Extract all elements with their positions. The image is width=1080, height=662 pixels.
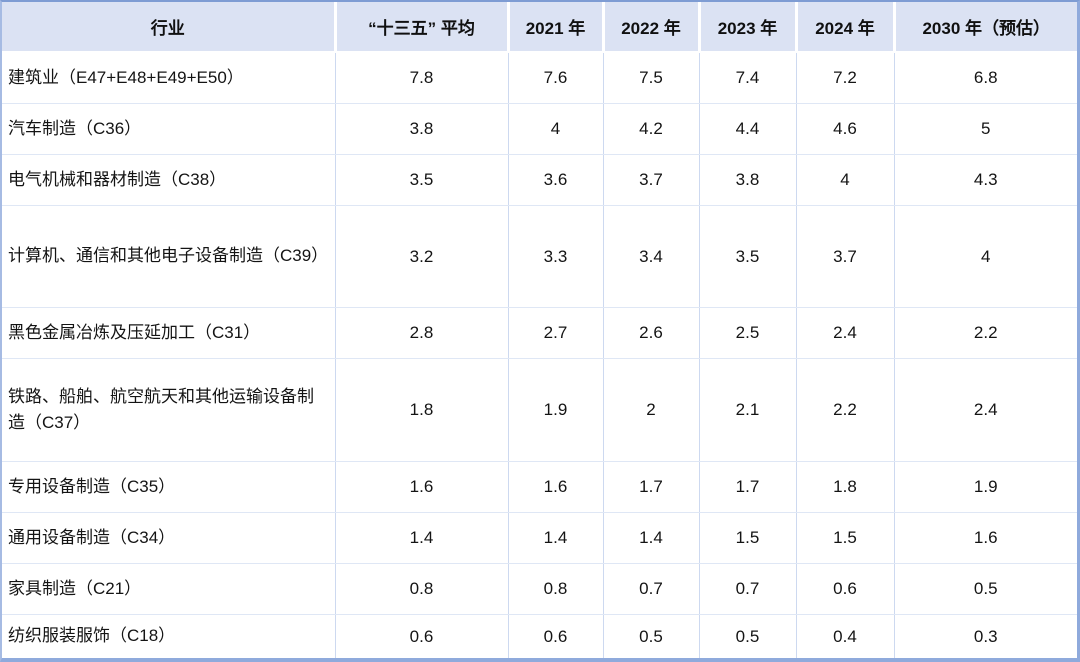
value-cell: 0.7 — [698, 563, 796, 616]
value-cell: 0.3 — [893, 614, 1077, 658]
value-cell: 1.7 — [602, 461, 699, 513]
column-header-2024: 2024 年 — [794, 2, 894, 53]
value-cell: 1.7 — [698, 461, 796, 513]
value-cell: 4.4 — [698, 103, 796, 155]
value-cell: 0.4 — [795, 614, 894, 658]
industry-label: 黑色金属冶炼及压延加工（C31） — [2, 307, 335, 360]
value-cell: 7.2 — [795, 52, 894, 104]
value-cell: 3.3 — [507, 205, 603, 309]
value-cell: 1.4 — [602, 512, 699, 565]
industry-label: 计算机、通信和其他电子设备制造（C39） — [2, 205, 335, 309]
value-cell: 2.4 — [795, 307, 894, 360]
value-cell: 1.6 — [507, 461, 603, 513]
value-cell: 1.4 — [334, 512, 508, 565]
industry-label: 建筑业（E47+E48+E49+E50） — [2, 52, 335, 104]
value-cell: 2.8 — [334, 307, 508, 360]
value-cell: 5 — [893, 103, 1077, 155]
value-cell: 6.8 — [893, 52, 1077, 104]
header-row: 行业 “十三五” 平均 2021 年 2022 年 2023 年 2024 年 … — [2, 2, 1077, 53]
value-cell: 2 — [602, 358, 699, 462]
column-header-industry: 行业 — [2, 2, 335, 53]
value-cell: 3.8 — [698, 154, 796, 206]
value-cell: 3.2 — [334, 205, 508, 309]
value-cell: 1.6 — [893, 512, 1077, 565]
value-cell: 3.6 — [507, 154, 603, 206]
value-cell: 0.7 — [602, 563, 699, 616]
value-cell: 1.5 — [698, 512, 796, 565]
value-cell: 3.8 — [334, 103, 508, 155]
value-cell: 3.4 — [602, 205, 699, 309]
table-row: 铁路、船舶、航空航天和其他运输设备制造（C37） 1.8 1.9 2 2.1 2… — [2, 358, 1077, 462]
value-cell: 7.8 — [334, 52, 508, 104]
value-cell: 2.7 — [507, 307, 603, 360]
value-cell: 0.6 — [334, 614, 508, 658]
value-cell: 7.5 — [602, 52, 699, 104]
table-row: 黑色金属冶炼及压延加工（C31） 2.8 2.7 2.6 2.5 2.4 2.2 — [2, 307, 1077, 360]
value-cell: 4 — [795, 154, 894, 206]
value-cell: 2.2 — [795, 358, 894, 462]
value-cell: 3.7 — [795, 205, 894, 309]
column-header-2021: 2021 年 — [506, 2, 603, 53]
value-cell: 4.3 — [893, 154, 1077, 206]
industry-label: 家具制造（C21） — [2, 563, 335, 616]
column-header-13th-fyp-average: “十三五” 平均 — [333, 2, 508, 53]
industry-label: 纺织服装服饰（C18） — [2, 614, 335, 658]
value-cell: 0.6 — [507, 614, 603, 658]
value-cell: 0.5 — [698, 614, 796, 658]
value-cell: 3.7 — [602, 154, 699, 206]
value-cell: 0.8 — [507, 563, 603, 616]
table-row: 建筑业（E47+E48+E49+E50） 7.8 7.6 7.5 7.4 7.2… — [2, 52, 1077, 104]
value-cell: 2.2 — [893, 307, 1077, 360]
value-cell: 2.4 — [893, 358, 1077, 462]
value-cell: 2.6 — [602, 307, 699, 360]
value-cell: 2.1 — [698, 358, 796, 462]
value-cell: 1.5 — [795, 512, 894, 565]
value-cell: 0.5 — [602, 614, 699, 658]
industry-label: 专用设备制造（C35） — [2, 461, 335, 513]
value-cell: 1.9 — [507, 358, 603, 462]
value-cell: 1.6 — [334, 461, 508, 513]
table-row: 专用设备制造（C35） 1.6 1.6 1.7 1.7 1.8 1.9 — [2, 461, 1077, 513]
value-cell: 1.9 — [893, 461, 1077, 513]
table-row: 汽车制造（C36） 3.8 4 4.2 4.4 4.6 5 — [2, 103, 1077, 155]
value-cell: 0.5 — [893, 563, 1077, 616]
value-cell: 4 — [893, 205, 1077, 309]
industry-label: 电气机械和器材制造（C38） — [2, 154, 335, 206]
value-cell: 1.8 — [795, 461, 894, 513]
value-cell: 1.4 — [507, 512, 603, 565]
table-row: 计算机、通信和其他电子设备制造（C39） 3.2 3.3 3.4 3.5 3.7… — [2, 205, 1077, 309]
industry-label: 通用设备制造（C34） — [2, 512, 335, 565]
value-cell: 0.8 — [334, 563, 508, 616]
value-cell: 0.6 — [795, 563, 894, 616]
value-cell: 3.5 — [698, 205, 796, 309]
industry-label: 铁路、船舶、航空航天和其他运输设备制造（C37） — [2, 358, 335, 462]
table-row: 家具制造（C21） 0.8 0.8 0.7 0.7 0.6 0.5 — [2, 563, 1077, 616]
table-row: 电气机械和器材制造（C38） 3.5 3.6 3.7 3.8 4 4.3 — [2, 154, 1077, 206]
column-header-2023: 2023 年 — [697, 2, 796, 53]
table-row: 纺织服装服饰（C18） 0.6 0.6 0.5 0.5 0.4 0.3 — [2, 614, 1077, 658]
value-cell: 4 — [507, 103, 603, 155]
value-cell: 7.4 — [698, 52, 796, 104]
value-cell: 3.5 — [334, 154, 508, 206]
value-cell: 4.6 — [795, 103, 894, 155]
column-header-2030-forecast: 2030 年（预估） — [892, 2, 1077, 53]
table-row: 通用设备制造（C34） 1.4 1.4 1.4 1.5 1.5 1.6 — [2, 512, 1077, 565]
value-cell: 4.2 — [602, 103, 699, 155]
value-cell: 2.5 — [698, 307, 796, 360]
value-cell: 1.8 — [334, 358, 508, 462]
value-cell: 7.6 — [507, 52, 603, 104]
column-header-2022: 2022 年 — [601, 2, 699, 53]
industry-label: 汽车制造（C36） — [2, 103, 335, 155]
